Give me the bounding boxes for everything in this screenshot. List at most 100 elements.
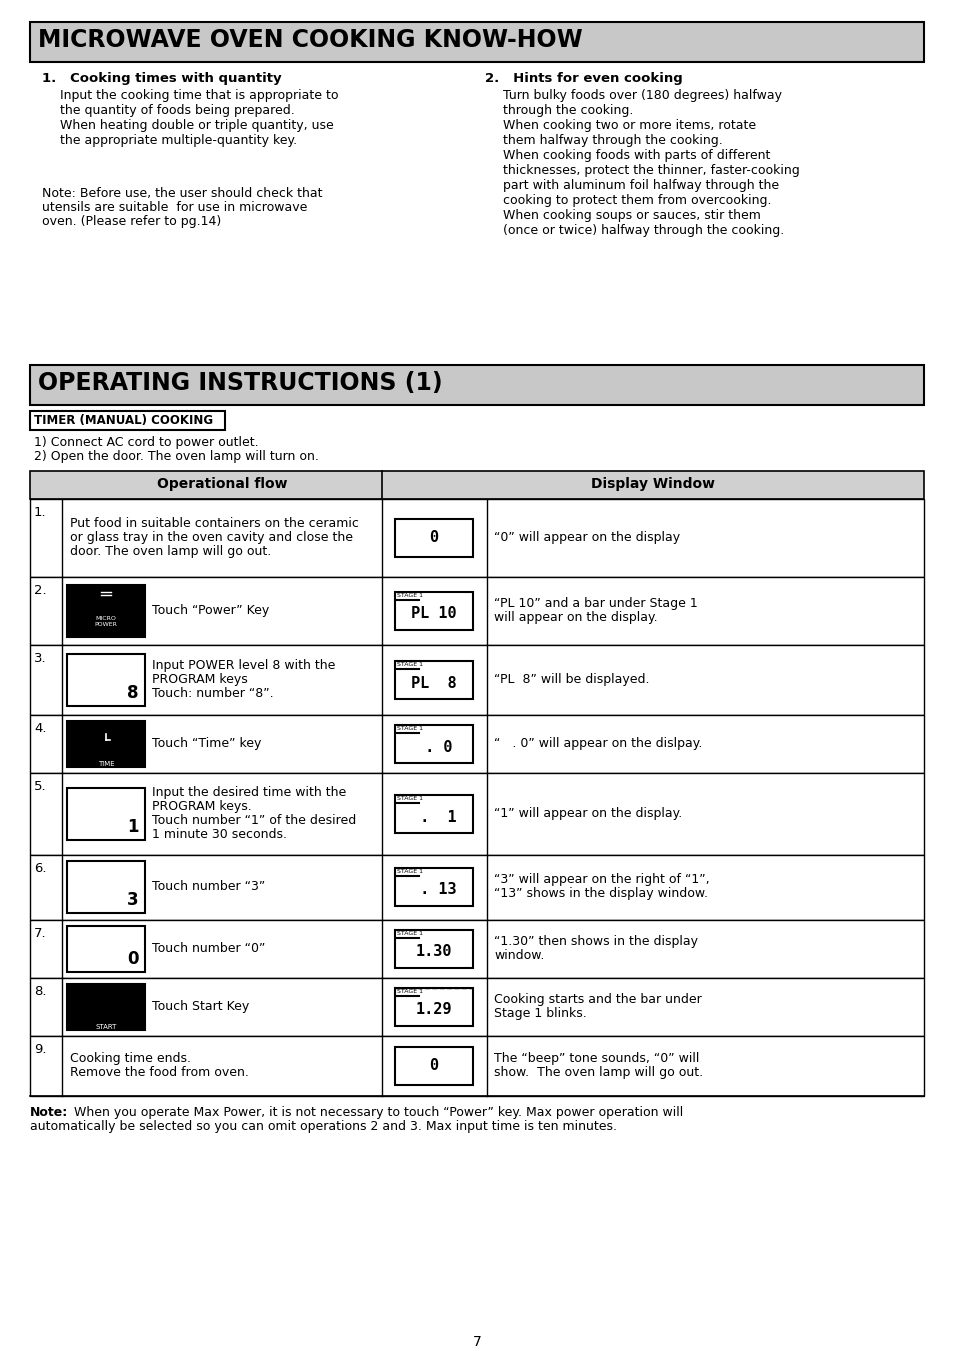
Text: Touch Start Key: Touch Start Key — [152, 1000, 249, 1013]
Text: PROGRAM keys.: PROGRAM keys. — [152, 800, 252, 813]
Text: START: START — [95, 1024, 116, 1029]
Polygon shape — [125, 686, 141, 703]
Text: When you operate Max Power, it is not necessary to touch “Power” key. Max power : When you operate Max Power, it is not ne… — [66, 1106, 682, 1119]
Bar — [30, 920, 923, 978]
Text: . 0: . 0 — [416, 739, 452, 754]
Text: “PL  8” will be displayed.: “PL 8” will be displayed. — [494, 673, 649, 686]
Text: 1.: 1. — [34, 507, 47, 519]
Text: thicknesses, protect the thinner, faster-cooking: thicknesses, protect the thinner, faster… — [502, 163, 799, 177]
Text: STAGE 1: STAGE 1 — [396, 869, 422, 874]
Polygon shape — [125, 893, 141, 909]
Bar — [30, 577, 923, 644]
Text: Turn bulky foods over (180 degrees) halfway: Turn bulky foods over (180 degrees) half… — [502, 89, 781, 101]
Bar — [30, 365, 923, 405]
Bar — [67, 585, 145, 638]
Text: utensils are suitable  for use in microwave: utensils are suitable for use in microwa… — [42, 201, 307, 213]
Bar — [395, 988, 473, 1025]
Bar — [30, 855, 923, 920]
Text: STAGE 1: STAGE 1 — [396, 989, 422, 994]
Text: Touch “Time” key: Touch “Time” key — [152, 738, 261, 750]
Bar — [395, 794, 473, 834]
Text: part with aluminum foil halfway through the: part with aluminum foil halfway through … — [502, 178, 779, 192]
Text: TIME: TIME — [97, 761, 114, 767]
Text: OPERATING INSTRUCTIONS (1): OPERATING INSTRUCTIONS (1) — [38, 372, 442, 394]
Text: Note:: Note: — [30, 1106, 69, 1119]
Bar — [395, 867, 473, 907]
Text: window.: window. — [494, 948, 544, 962]
Text: door. The oven lamp will go out.: door. The oven lamp will go out. — [70, 544, 271, 558]
Text: 2.: 2. — [34, 584, 47, 597]
Bar — [30, 644, 923, 715]
Text: “PL 10” and a bar under Stage 1: “PL 10” and a bar under Stage 1 — [494, 597, 697, 611]
Text: the appropriate multiple-quantity key.: the appropriate multiple-quantity key. — [60, 134, 296, 147]
Bar — [67, 654, 145, 707]
Text: When cooking soups or sauces, stir them: When cooking soups or sauces, stir them — [502, 209, 760, 222]
Bar — [67, 721, 145, 767]
Text: The “beep” tone sounds, “0” will: The “beep” tone sounds, “0” will — [494, 1052, 699, 1065]
Text: Operational flow: Operational flow — [156, 477, 287, 490]
Bar — [30, 978, 923, 1036]
Bar — [67, 861, 145, 913]
Text: “0” will appear on the display: “0” will appear on the display — [494, 531, 679, 544]
Text: 0: 0 — [429, 531, 438, 546]
Text: STAGE 1: STAGE 1 — [396, 725, 422, 731]
Text: Remove the food from oven.: Remove the food from oven. — [70, 1066, 249, 1079]
Text: Touch number “3”: Touch number “3” — [152, 880, 265, 893]
Polygon shape — [125, 820, 141, 836]
Text: 1.30: 1.30 — [416, 944, 452, 959]
Text: will appear on the display.: will appear on the display. — [494, 611, 657, 624]
Bar — [30, 773, 923, 855]
Text: STAGE 1: STAGE 1 — [396, 931, 422, 936]
Text: 3.: 3. — [34, 653, 47, 665]
Text: 2.   Hints for even cooking: 2. Hints for even cooking — [484, 72, 682, 85]
Bar — [395, 725, 473, 763]
Text: STAGE 1: STAGE 1 — [396, 796, 422, 801]
Text: Put food in suitable containers on the ceramic: Put food in suitable containers on the c… — [70, 517, 358, 530]
Text: When heating double or triple quantity, use: When heating double or triple quantity, … — [60, 119, 334, 132]
Text: 0: 0 — [429, 1058, 438, 1074]
Text: 7: 7 — [472, 1335, 481, 1350]
Bar — [30, 715, 923, 773]
Text: When cooking foods with parts of different: When cooking foods with parts of differe… — [502, 149, 770, 162]
Bar — [30, 22, 923, 62]
Text: PL 10: PL 10 — [411, 607, 456, 621]
Text: “3” will appear on the right of “1”,: “3” will appear on the right of “1”, — [494, 873, 709, 886]
Bar — [67, 788, 145, 840]
Text: Note: Before use, the user should check that: Note: Before use, the user should check … — [42, 186, 322, 200]
Text: PL  8: PL 8 — [411, 676, 456, 690]
Text: 7.: 7. — [34, 927, 47, 940]
Text: 8.: 8. — [34, 985, 47, 998]
Bar — [30, 1036, 923, 1096]
Text: Cooking time ends.: Cooking time ends. — [70, 1052, 191, 1065]
Text: 2) Open the door. The oven lamp will turn on.: 2) Open the door. The oven lamp will tur… — [34, 450, 318, 463]
Text: Display Window: Display Window — [590, 477, 714, 490]
Text: 3: 3 — [128, 892, 139, 909]
Text: 6.: 6. — [34, 862, 47, 875]
Text: Cooking starts and the bar under: Cooking starts and the bar under — [494, 993, 701, 1006]
Text: MICROWAVE OVEN COOKING KNOW-HOW: MICROWAVE OVEN COOKING KNOW-HOW — [38, 28, 582, 51]
Text: 1) Connect AC cord to power outlet.: 1) Connect AC cord to power outlet. — [34, 436, 258, 449]
Text: . 13: . 13 — [411, 882, 456, 897]
Text: automatically be selected so you can omit operations 2 and 3. Max input time is : automatically be selected so you can omi… — [30, 1120, 617, 1133]
Text: “13” shows in the display window.: “13” shows in the display window. — [494, 888, 707, 900]
Bar — [395, 929, 473, 969]
Text: through the cooking.: through the cooking. — [502, 104, 633, 118]
Text: Input the cooking time that is appropriate to: Input the cooking time that is appropria… — [60, 89, 338, 101]
Text: .  1: . 1 — [411, 809, 456, 824]
Text: “1” will appear on the display.: “1” will appear on the display. — [494, 807, 681, 820]
Text: Touch number “1” of the desired: Touch number “1” of the desired — [152, 815, 355, 827]
Text: oven. (Please refer to pg.14): oven. (Please refer to pg.14) — [42, 215, 221, 228]
Bar — [395, 661, 473, 698]
Text: 1: 1 — [128, 817, 139, 836]
Text: Input the desired time with the: Input the desired time with the — [152, 786, 346, 798]
Text: STAGE 1: STAGE 1 — [396, 593, 422, 598]
Text: STAGE 1: STAGE 1 — [396, 662, 422, 667]
Text: MICRO
POWER: MICRO POWER — [94, 616, 117, 627]
Text: Input POWER level 8 with the: Input POWER level 8 with the — [152, 659, 335, 671]
Bar — [30, 471, 923, 499]
Text: 8: 8 — [128, 684, 139, 703]
Text: show.  The oven lamp will go out.: show. The oven lamp will go out. — [494, 1066, 702, 1079]
Text: When cooking two or more items, rotate: When cooking two or more items, rotate — [502, 119, 756, 132]
Text: Touch “Power” Key: Touch “Power” Key — [152, 604, 269, 617]
Bar — [395, 519, 473, 557]
